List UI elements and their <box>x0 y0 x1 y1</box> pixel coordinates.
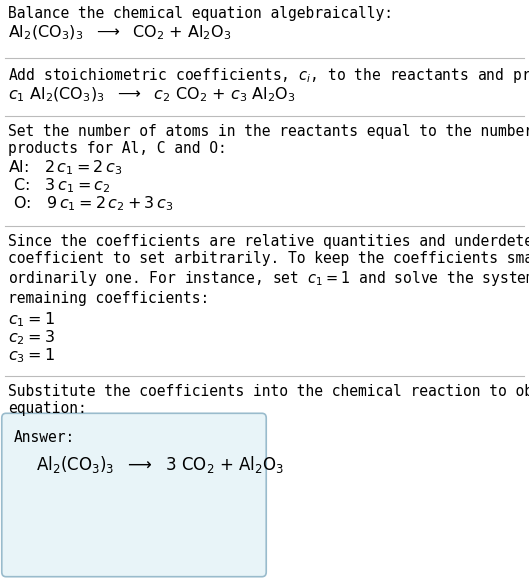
Text: O:   $9\,c_1 = 2\,c_2 + 3\,c_3$: O: $9\,c_1 = 2\,c_2 + 3\,c_3$ <box>8 194 174 212</box>
Text: Balance the chemical equation algebraically:: Balance the chemical equation algebraica… <box>8 6 393 21</box>
Text: C:   $3\,c_1 = c_2$: C: $3\,c_1 = c_2$ <box>8 176 111 195</box>
Text: $c_1$ Al$_2$(CO$_3$)$_3$  $\longrightarrow$  $c_2$ CO$_2$ + $c_3$ Al$_2$O$_3$: $c_1$ Al$_2$(CO$_3$)$_3$ $\longrightarro… <box>8 86 296 104</box>
Text: $c_1 = 1$: $c_1 = 1$ <box>8 310 55 329</box>
Text: Answer:: Answer: <box>14 430 75 445</box>
Text: Al$_2$(CO$_3$)$_3$  $\longrightarrow$  CO$_2$ + Al$_2$O$_3$: Al$_2$(CO$_3$)$_3$ $\longrightarrow$ CO$… <box>8 24 231 42</box>
Text: Substitute the coefficients into the chemical reaction to obtain the balanced
eq: Substitute the coefficients into the che… <box>8 384 529 416</box>
Text: Al$_2$(CO$_3$)$_3$  $\longrightarrow$  3 CO$_2$ + Al$_2$O$_3$: Al$_2$(CO$_3$)$_3$ $\longrightarrow$ 3 C… <box>36 454 284 475</box>
Text: $c_3 = 1$: $c_3 = 1$ <box>8 346 55 365</box>
Text: $c_2 = 3$: $c_2 = 3$ <box>8 328 55 347</box>
FancyBboxPatch shape <box>2 413 266 576</box>
Text: Since the coefficients are relative quantities and underdetermined, choose a
coe: Since the coefficients are relative quan… <box>8 234 529 306</box>
Text: Set the number of atoms in the reactants equal to the number of atoms in the
pro: Set the number of atoms in the reactants… <box>8 124 529 156</box>
Text: Add stoichiometric coefficients, $c_i$, to the reactants and products:: Add stoichiometric coefficients, $c_i$, … <box>8 66 529 85</box>
Text: Al:   $2\,c_1 = 2\,c_3$: Al: $2\,c_1 = 2\,c_3$ <box>8 158 123 177</box>
